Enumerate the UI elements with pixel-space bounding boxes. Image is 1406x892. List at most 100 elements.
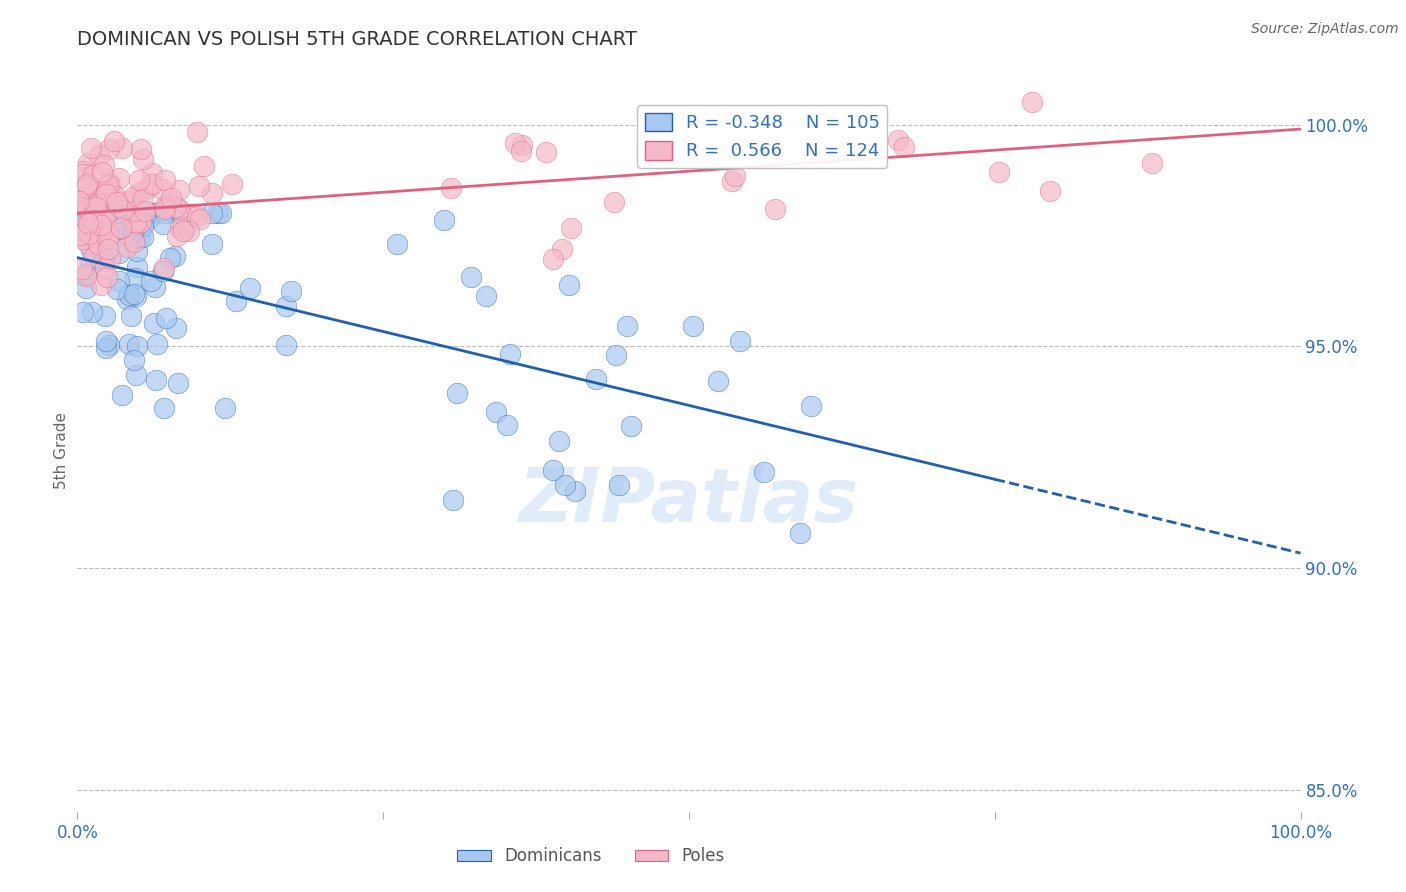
- Point: [152, 260, 174, 275]
- Point: [721, 174, 744, 188]
- Point: [474, 289, 496, 303]
- Point: [724, 169, 747, 184]
- Point: [76, 177, 98, 191]
- Point: [209, 206, 232, 220]
- Point: [274, 299, 297, 313]
- Point: [115, 227, 138, 242]
- Point: [125, 244, 148, 258]
- Point: [124, 353, 146, 368]
- Point: [887, 133, 910, 147]
- Point: [86, 209, 108, 223]
- Point: [485, 405, 508, 419]
- Point: [186, 209, 208, 223]
- Point: [207, 206, 229, 220]
- Point: [82, 304, 104, 318]
- Point: [90, 190, 112, 204]
- Point: [80, 229, 103, 244]
- Point: [127, 217, 149, 231]
- Point: [132, 219, 155, 233]
- Point: [72, 164, 94, 178]
- Point: [94, 187, 117, 202]
- Point: [96, 230, 118, 244]
- Point: [118, 194, 141, 209]
- Point: [77, 216, 100, 230]
- Point: [117, 240, 139, 254]
- Point: [67, 194, 90, 209]
- Point: [73, 206, 96, 220]
- Point: [122, 215, 145, 229]
- Point: [186, 125, 208, 139]
- Point: [125, 217, 148, 231]
- Point: [752, 465, 775, 479]
- Point: [75, 280, 97, 294]
- Point: [76, 202, 98, 216]
- Point: [146, 337, 169, 351]
- Point: [509, 145, 531, 159]
- Point: [118, 337, 141, 351]
- Point: [80, 213, 103, 227]
- Point: [460, 270, 482, 285]
- Point: [94, 334, 117, 348]
- Point: [165, 249, 187, 263]
- Point: [122, 225, 145, 239]
- Point: [165, 200, 187, 214]
- Point: [83, 250, 105, 264]
- Point: [441, 493, 464, 508]
- Point: [87, 221, 110, 235]
- Point: [72, 168, 94, 182]
- Point: [80, 179, 103, 194]
- Point: [75, 268, 97, 282]
- Point: [150, 182, 173, 196]
- Point: [82, 168, 104, 182]
- Point: [91, 218, 114, 232]
- Point: [86, 206, 108, 220]
- Point: [558, 278, 581, 293]
- Point: [541, 252, 564, 266]
- Point: [87, 147, 110, 161]
- Point: [107, 274, 129, 288]
- Point: [201, 206, 224, 220]
- Point: [75, 200, 97, 214]
- Point: [143, 206, 166, 220]
- Point: [166, 229, 188, 244]
- Point: [128, 173, 150, 187]
- Point: [83, 206, 105, 220]
- Point: [141, 166, 163, 180]
- Point: [79, 141, 101, 155]
- Point: [188, 211, 211, 226]
- Point: [97, 227, 120, 242]
- Point: [607, 477, 630, 491]
- Point: [129, 230, 152, 244]
- Point: [643, 147, 665, 161]
- Point: [122, 190, 145, 204]
- Point: [75, 268, 97, 283]
- Point: [79, 258, 101, 272]
- Point: [125, 368, 148, 382]
- Point: [163, 206, 186, 220]
- Point: [1140, 156, 1163, 170]
- Point: [496, 417, 519, 432]
- Point: [79, 206, 101, 220]
- Point: [75, 222, 97, 236]
- Point: [90, 226, 112, 240]
- Point: [90, 277, 112, 292]
- Point: [82, 225, 104, 239]
- Point: [104, 192, 127, 206]
- Point: [139, 274, 162, 288]
- Point: [179, 224, 201, 238]
- Point: [274, 337, 297, 351]
- Point: [153, 173, 176, 187]
- Point: [108, 199, 131, 213]
- Point: [107, 194, 129, 209]
- Point: [141, 206, 163, 220]
- Point: [167, 183, 190, 197]
- Point: [72, 200, 94, 214]
- Point: [122, 235, 145, 249]
- Point: [98, 251, 121, 265]
- Point: [187, 179, 209, 194]
- Point: [564, 484, 586, 499]
- Point: [505, 136, 527, 151]
- Point: [79, 206, 101, 220]
- Point: [152, 200, 174, 214]
- Point: [105, 282, 128, 296]
